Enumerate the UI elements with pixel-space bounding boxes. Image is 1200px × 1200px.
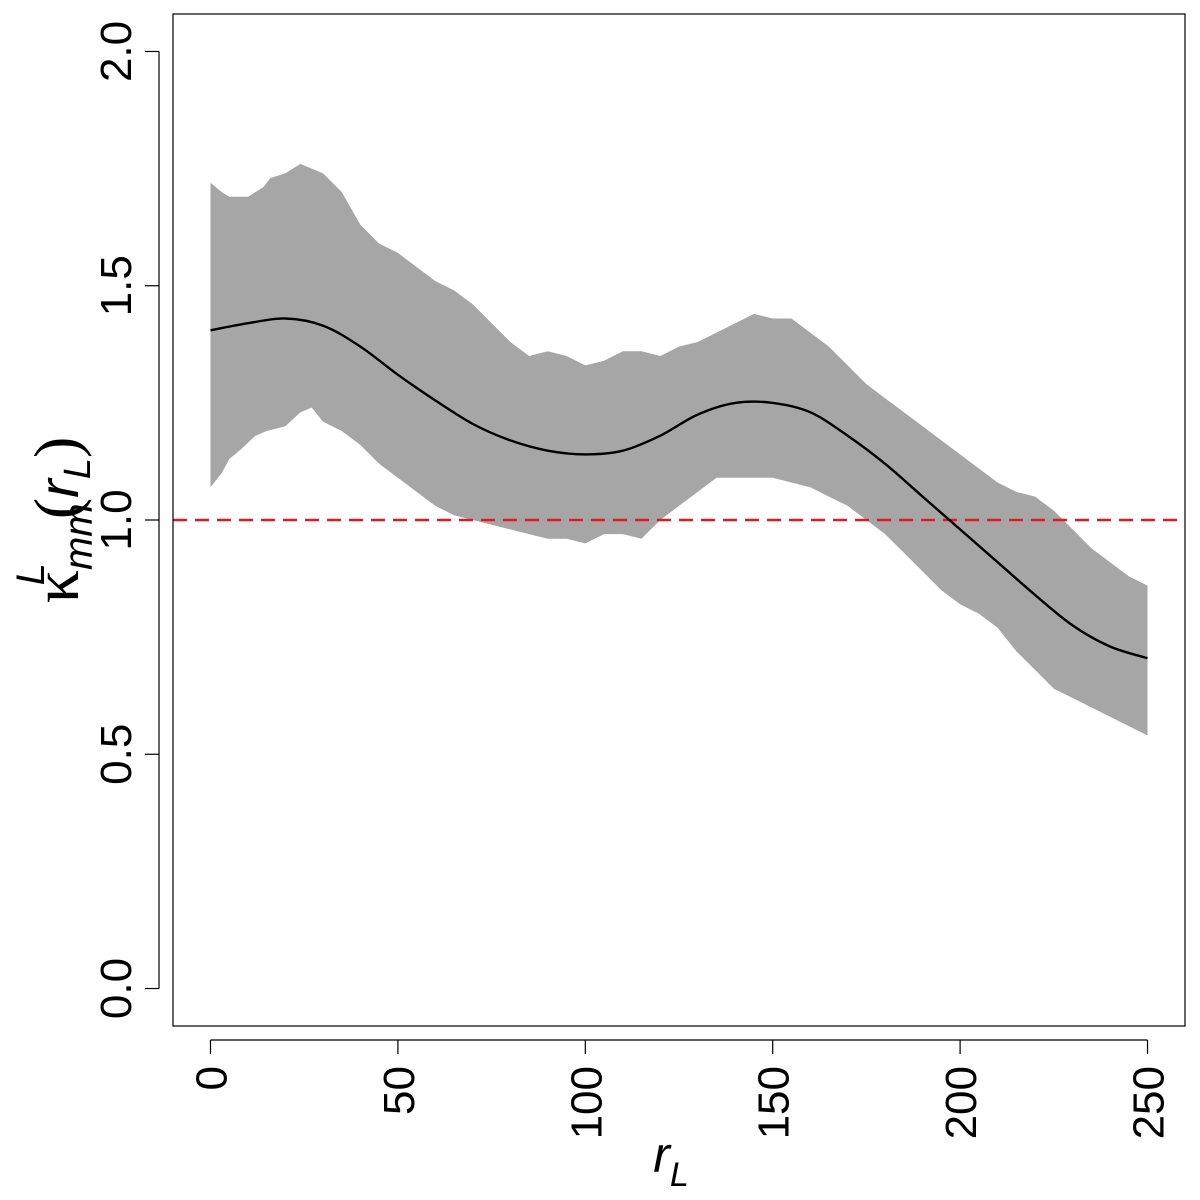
x-axis-label: rL (653, 1127, 689, 1194)
confidence-band-layer (210, 163, 1148, 736)
confidence-band (210, 163, 1148, 736)
x-tick-label: 200 (937, 1066, 986, 1139)
y-label-close-paren: ) (21, 437, 92, 458)
y-label-kappa: κ (20, 570, 93, 603)
y-label-sub: mm (57, 503, 101, 570)
x-tick-label: 100 (562, 1066, 611, 1139)
y-label-arg-sub: L (57, 458, 99, 479)
x-axis-label-sub: L (670, 1156, 689, 1194)
y-axis: 0.0 0.5 1.0 1.5 2.0 (92, 21, 160, 1019)
y-label-sup: L (9, 563, 53, 585)
y-tick-label: 0.0 (92, 958, 141, 1019)
x-axis: 0 50 100 150 200 250 (187, 1039, 1174, 1139)
y-tick-label: 1.5 (92, 255, 141, 316)
series-line-layer (210, 317, 1148, 660)
y-tick-label: 0.5 (92, 724, 141, 785)
y-axis-label: κmmL(rL) (9, 437, 101, 604)
x-tick-label: 150 (750, 1066, 799, 1139)
y-tick-label: 2.0 (92, 21, 141, 82)
series-line (210, 317, 1148, 660)
x-tick-label: 50 (375, 1066, 424, 1115)
plot-frame (172, 13, 1186, 1027)
x-tick-label: 0 (187, 1066, 236, 1090)
y-label-arg: r (27, 477, 90, 498)
y-label-open-paren: ( (21, 498, 92, 519)
x-axis-label-var: r (653, 1127, 672, 1183)
y-tick-label: 1.0 (92, 489, 141, 550)
svg-text:κmmL(rL): κmmL(rL) (9, 437, 101, 604)
x-tick-label: 250 (1125, 1066, 1174, 1139)
